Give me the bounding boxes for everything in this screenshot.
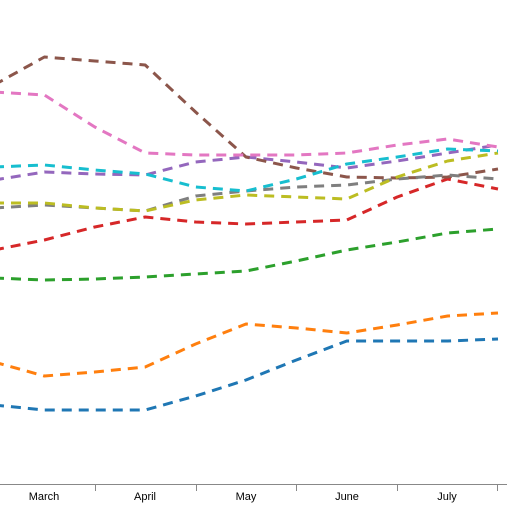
series-line-6: [0, 90, 499, 157]
series-line-4: [0, 143, 499, 181]
series-line-0: [0, 337, 499, 412]
series-line-7: [0, 173, 499, 213]
series-line-9: [0, 147, 499, 193]
series-line-3: [0, 177, 499, 251]
x-tick-label-may: May: [236, 491, 257, 503]
series-line-8: [0, 151, 499, 213]
series-layer: [0, 55, 499, 412]
series-line-2: [0, 227, 499, 282]
x-tick-label-march: March: [29, 491, 60, 503]
x-axis-ticks: March April May June July: [29, 491, 458, 503]
series-line-1: [0, 311, 499, 378]
x-axis: [0, 484, 507, 491]
x-tick-label-april: April: [134, 491, 156, 503]
series-line-5: [0, 55, 499, 180]
x-tick-label-june: June: [335, 491, 359, 503]
x-tick-label-july: July: [437, 491, 457, 503]
